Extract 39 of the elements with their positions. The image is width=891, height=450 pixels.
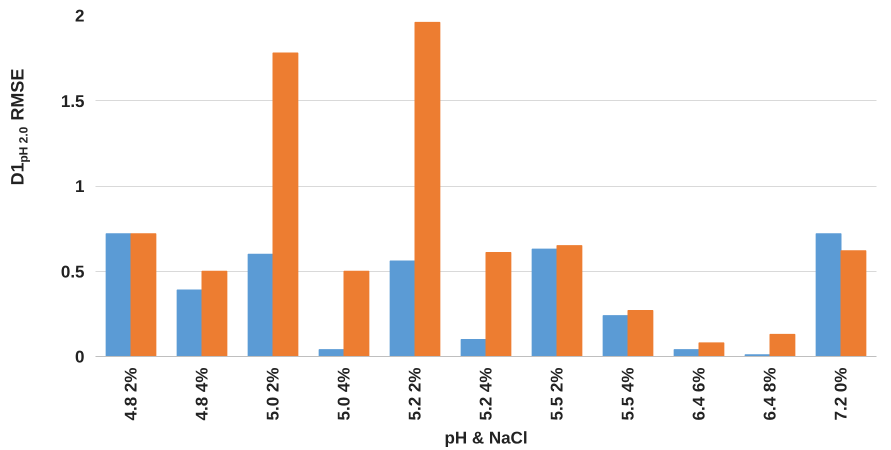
- y-tick-label: 2: [75, 6, 85, 26]
- y-tick-label: 0.5: [60, 262, 85, 282]
- bar: [628, 310, 654, 356]
- x-tick-label: 4.8 4%: [192, 367, 212, 420]
- bar: [390, 260, 416, 356]
- x-tick-label: 7.2 0%: [832, 367, 850, 420]
- bar: [602, 315, 628, 356]
- bar: [486, 252, 512, 356]
- bar: [556, 245, 582, 356]
- x-tick-label: 5.0 4%: [334, 367, 354, 420]
- bar: [532, 248, 558, 356]
- bar: [816, 233, 842, 356]
- y-tick-label: 0: [75, 348, 85, 366]
- x-tick-label: 5.5 4%: [618, 367, 638, 420]
- bar: [176, 290, 202, 356]
- bar: [460, 338, 486, 356]
- bar: [840, 250, 866, 356]
- bar: [248, 254, 274, 356]
- y-axis-title: D1pH 2.0 RMSE: [8, 68, 30, 186]
- x-tick-label: 5.0 2%: [264, 367, 282, 420]
- x-tick-label: 5.5 2%: [548, 367, 566, 420]
- bar: [202, 270, 228, 356]
- bar: [414, 22, 440, 356]
- x-axis-title: pH & NaCl: [444, 428, 528, 448]
- x-tick-label: 6.4 8%: [760, 367, 780, 420]
- bar: [130, 233, 156, 356]
- x-tick-label: 4.8 2%: [122, 367, 140, 420]
- y-tick-label: 1.5: [60, 92, 85, 111]
- x-tick-label: 5.2 4%: [476, 367, 496, 420]
- x-tick-label: 6.4 6%: [690, 367, 708, 420]
- bar: [106, 233, 132, 356]
- bar: [272, 52, 298, 356]
- bar: [674, 349, 700, 356]
- bar: [318, 349, 344, 356]
- bar: [770, 334, 796, 356]
- bar: [344, 270, 370, 356]
- x-tick-label: 5.2 2%: [406, 367, 424, 420]
- y-tick-label: 1: [75, 177, 85, 196]
- bar: [698, 342, 724, 356]
